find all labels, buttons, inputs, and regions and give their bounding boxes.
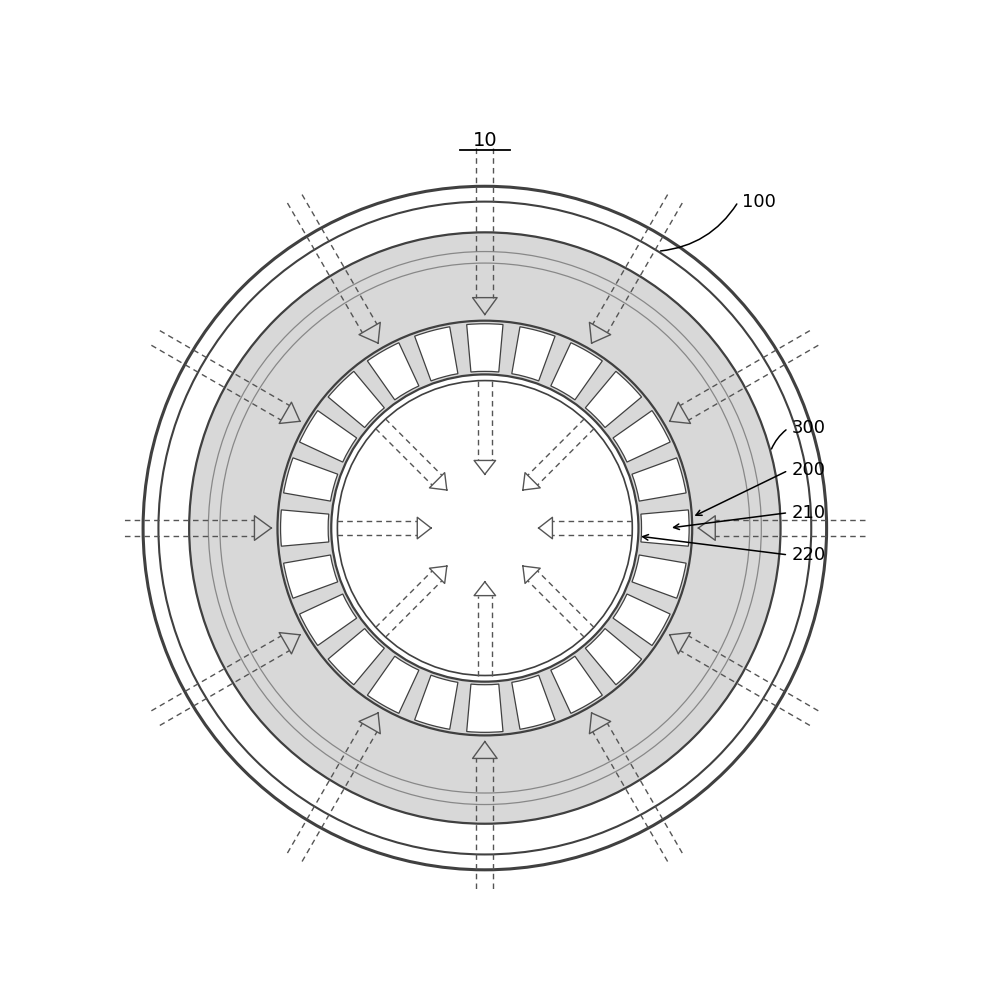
Wedge shape [551, 656, 603, 713]
Wedge shape [299, 594, 357, 646]
Wedge shape [641, 510, 689, 546]
Text: 220: 220 [792, 546, 826, 564]
Wedge shape [368, 343, 419, 400]
Wedge shape [283, 458, 338, 501]
Wedge shape [414, 327, 458, 381]
Wedge shape [283, 555, 338, 598]
Wedge shape [414, 675, 458, 729]
Text: 210: 210 [792, 504, 826, 522]
Circle shape [277, 321, 692, 735]
Wedge shape [613, 411, 670, 462]
Wedge shape [632, 555, 686, 598]
Circle shape [331, 374, 638, 682]
Wedge shape [632, 458, 686, 501]
Wedge shape [328, 371, 385, 428]
Wedge shape [511, 675, 555, 729]
Wedge shape [586, 629, 641, 685]
Text: 200: 200 [792, 461, 826, 479]
Text: 100: 100 [742, 193, 776, 211]
Text: 300: 300 [792, 419, 826, 437]
Wedge shape [280, 510, 329, 546]
Wedge shape [586, 371, 641, 428]
Circle shape [143, 186, 826, 870]
Wedge shape [613, 594, 670, 646]
Wedge shape [328, 629, 385, 685]
FancyArrowPatch shape [661, 204, 736, 251]
FancyArrowPatch shape [772, 430, 786, 449]
Wedge shape [467, 324, 503, 372]
Text: 10: 10 [473, 131, 497, 150]
Wedge shape [511, 327, 555, 381]
Wedge shape [299, 411, 357, 462]
Wedge shape [467, 684, 503, 732]
Wedge shape [551, 343, 603, 400]
Wedge shape [368, 656, 419, 713]
